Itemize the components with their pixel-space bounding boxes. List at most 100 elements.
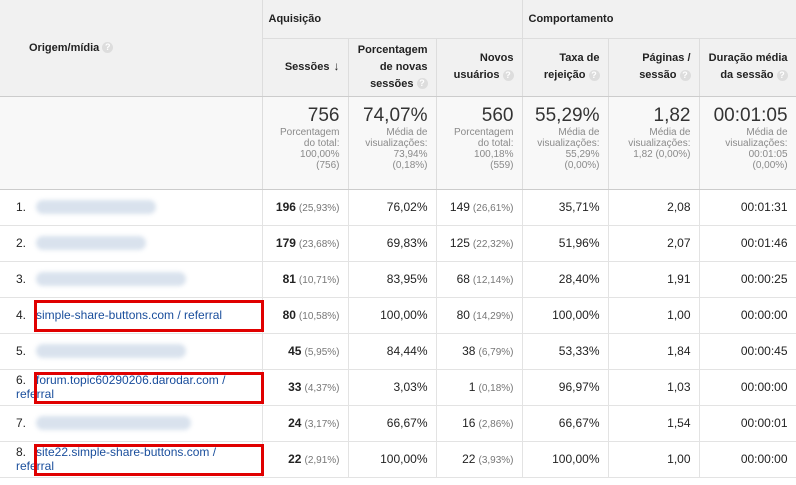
- table-row[interactable]: 2. 179 (23,68%) 69,83% 125 (22,32%) 51,96% 2,07…: [0, 225, 796, 262]
- sessoes-value: 81: [282, 272, 296, 286]
- group-header-comportamento: Comportamento: [522, 0, 796, 39]
- novos-pct: (0,18%): [478, 383, 514, 394]
- total-note: Média de: [746, 126, 788, 138]
- table-row[interactable]: 3. 81 (10,71%) 83,95% 68 (12,14%) 28,40% 1,91 00…: [0, 261, 796, 298]
- duracao-value: 00:00:25: [740, 272, 788, 286]
- sessoes-pct: (10,71%): [298, 275, 340, 286]
- total-note: 100,18%: [474, 148, 514, 160]
- sessoes-value: 22: [288, 452, 302, 466]
- total-porc-novas: 74,07% Média de visualizações: 73,94% (0…: [348, 96, 437, 190]
- column-header-label: Sessões: [284, 61, 330, 73]
- sessoes-pct: (2,91%): [304, 455, 340, 466]
- column-header-taxa-rejeicao[interactable]: Taxa de rejeição?: [522, 38, 609, 97]
- novos-pct: (26,61%): [472, 203, 514, 214]
- porc-novas-value: 69,83%: [386, 236, 428, 250]
- sessoes-pct: (25,93%): [298, 203, 340, 214]
- group-label: Aquisição: [268, 12, 322, 25]
- total-duracao: 00:01:05 Média de visualizações: 00:01:0…: [699, 96, 796, 190]
- column-header-sessoes[interactable]: Sessões ↓: [262, 38, 349, 97]
- sessoes-pct: (4,37%): [304, 383, 340, 394]
- cell-porc-novas: 69,83%: [348, 225, 437, 262]
- origin-link[interactable]: simple-share-buttons.com / referral: [36, 308, 222, 322]
- highlight-box: [34, 299, 264, 332]
- total-note: Média de: [558, 126, 600, 138]
- column-header-label: usuários: [453, 69, 500, 81]
- sessoes-value: 33: [288, 380, 302, 394]
- total-note: (756): [316, 159, 340, 171]
- porc-novas-value: 66,67%: [386, 416, 428, 430]
- cell-taxa: 96,97%: [522, 369, 609, 406]
- total-sessoes: 756 Porcentagem do total: 100,00% (756): [262, 96, 349, 190]
- cell-duracao: 00:00:45: [699, 333, 796, 370]
- origin-link-text[interactable]: forum.topic60290206.darodar.com /: [36, 373, 226, 387]
- origin-cell: 7.: [0, 405, 263, 442]
- origin-link-text[interactable]: simple-share-buttons.com / referral: [36, 308, 223, 322]
- total-note: 55,29%: [565, 148, 600, 160]
- novos-pct: (12,14%): [472, 275, 514, 286]
- cell-duracao: 00:00:01: [699, 405, 796, 442]
- novos-pct: (3,93%): [478, 455, 514, 466]
- duracao-value: 00:00:00: [740, 380, 788, 394]
- redacted-origin[interactable]: [36, 236, 146, 251]
- sessoes-pct: (10,58%): [298, 311, 340, 322]
- sessoes-value: 45: [288, 344, 302, 358]
- cell-duracao: 00:00:00: [699, 369, 796, 406]
- sort-descending-icon[interactable]: ↓: [333, 59, 340, 73]
- help-icon[interactable]: ?: [416, 78, 428, 90]
- table-row[interactable]: 6. forum.topic60290206.darodar.com / refer…: [0, 369, 796, 406]
- cell-sessoes: 33 (4,37%): [262, 369, 349, 406]
- total-note: visualizações:: [365, 137, 428, 149]
- column-header-label: Porcentagem: [357, 43, 428, 56]
- cell-porc-novas: 66,67%: [348, 405, 437, 442]
- redacted-origin[interactable]: [36, 200, 156, 215]
- column-header-label: Duração média: [708, 52, 788, 64]
- cell-paginas: 1,00: [608, 297, 700, 334]
- column-header-origem[interactable]: Origem/mídia?: [0, 0, 263, 97]
- group-header-row: Origem/mídia? Aquisição Comportamento: [0, 0, 796, 97]
- redacted-origin[interactable]: [36, 416, 191, 431]
- duracao-value: 00:01:31: [740, 200, 788, 214]
- help-icon[interactable]: ?: [502, 69, 514, 81]
- table-row[interactable]: 5. 45 (5,95%) 84,44% 38 (6,79%) 53,33% 1,84 00:0…: [0, 333, 796, 370]
- origin-cell: 2.: [0, 225, 263, 262]
- cell-taxa: 66,67%: [522, 405, 609, 442]
- porc-novas-value: 3,03%: [393, 380, 428, 394]
- help-icon[interactable]: ?: [588, 69, 600, 81]
- novos-value: 38: [462, 344, 476, 358]
- help-icon[interactable]: ?: [679, 69, 691, 81]
- cell-novos: 125 (22,32%): [436, 225, 523, 262]
- cell-paginas: 1,91: [608, 261, 700, 298]
- help-icon[interactable]: ?: [102, 42, 114, 54]
- origin-cell: 6. forum.topic60290206.darodar.com / refer…: [0, 369, 264, 406]
- total-taxa: 55,29% Média de visualizações: 55,29% (0…: [522, 96, 609, 190]
- row-number: 7.: [16, 415, 27, 430]
- column-header-paginas-sessao[interactable]: Páginas / sessão?: [608, 38, 700, 97]
- column-header-label: Páginas /: [642, 52, 691, 64]
- origin-link-text[interactable]: site22.simple-share-buttons.com /: [36, 445, 217, 459]
- help-icon[interactable]: ?: [776, 69, 788, 81]
- duracao-value: 00:00:01: [740, 416, 788, 430]
- table-row[interactable]: 7. 24 (3,17%) 66,67% 16 (2,86%) 66,67% 1,54 00:0…: [0, 405, 796, 442]
- sessoes-value: 179: [275, 236, 296, 250]
- table-row[interactable]: 8. site22.simple-share-buttons.com / refer…: [0, 441, 796, 478]
- cell-duracao: 00:01:46: [699, 225, 796, 262]
- table-row[interactable]: 1. 196 (25,93%) 76,02% 149 (26,61%) 35,71% 2,08…: [0, 189, 796, 226]
- sessoes-value: 24: [288, 416, 302, 430]
- table-row[interactable]: 4. simple-share-buttons.com / referral 80(…: [0, 297, 796, 334]
- total-note: 100,00%: [300, 148, 340, 160]
- column-header-label: sessões: [370, 77, 414, 90]
- column-header-label: Taxa de: [559, 52, 600, 64]
- cell-sessoes: 45 (5,95%): [262, 333, 349, 370]
- total-note: (0,00%): [752, 159, 788, 171]
- total-value: 1,82: [653, 104, 691, 126]
- column-header-duracao-media[interactable]: Duração média da sessão?: [699, 38, 796, 97]
- column-header-porc-novas[interactable]: Porcentagem de novas sessões?: [348, 38, 437, 97]
- cell-duracao: 00:00:00: [699, 441, 796, 478]
- cell-taxa: 35,71%: [522, 189, 609, 226]
- redacted-origin[interactable]: [36, 272, 186, 287]
- redacted-origin[interactable]: [36, 344, 186, 359]
- cell-sessoes: 22 (2,91%): [262, 441, 349, 478]
- total-note: Média de: [386, 126, 428, 138]
- cell-taxa: 28,40%: [522, 261, 609, 298]
- column-header-novos-usuarios[interactable]: Novos usuários?: [436, 38, 523, 97]
